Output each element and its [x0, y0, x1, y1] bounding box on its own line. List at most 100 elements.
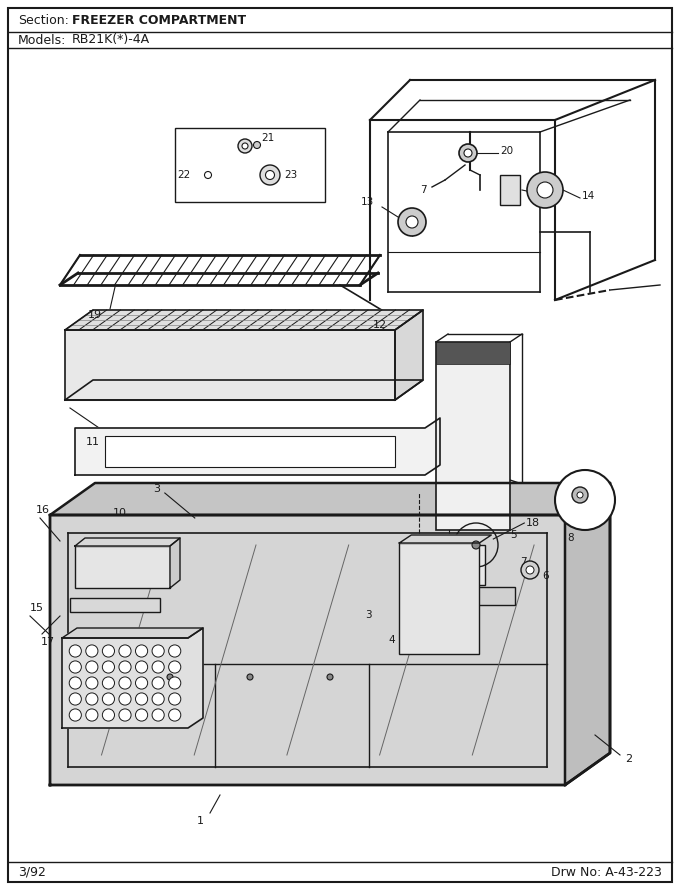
Circle shape [169, 709, 181, 721]
Circle shape [69, 645, 82, 657]
Text: 20: 20 [500, 146, 513, 156]
Text: 18: 18 [526, 518, 541, 528]
Circle shape [472, 541, 480, 549]
Polygon shape [395, 310, 423, 400]
Bar [425, 587, 515, 605]
Circle shape [119, 677, 131, 689]
Circle shape [459, 144, 477, 162]
Text: 10: 10 [113, 508, 127, 518]
Circle shape [86, 709, 98, 721]
Text: 8: 8 [567, 533, 574, 543]
Circle shape [119, 709, 131, 721]
Text: 6: 6 [542, 571, 549, 581]
Circle shape [577, 492, 583, 498]
Polygon shape [170, 538, 180, 588]
Circle shape [527, 172, 563, 208]
Polygon shape [65, 380, 423, 400]
Circle shape [169, 677, 181, 689]
Circle shape [119, 645, 131, 657]
Bar [430, 545, 485, 585]
Circle shape [135, 645, 148, 657]
Text: RB21K(*)-4A: RB21K(*)-4A [72, 34, 150, 46]
Circle shape [69, 661, 82, 673]
Circle shape [260, 165, 280, 185]
Circle shape [152, 661, 165, 673]
Circle shape [555, 470, 615, 530]
Circle shape [238, 139, 252, 153]
Circle shape [521, 561, 539, 579]
Circle shape [152, 693, 165, 705]
Circle shape [135, 677, 148, 689]
Circle shape [86, 645, 98, 657]
Circle shape [135, 709, 148, 721]
Circle shape [572, 487, 588, 503]
Bar [70, 598, 160, 612]
Text: 19: 19 [88, 310, 102, 320]
Circle shape [119, 693, 131, 705]
Circle shape [69, 693, 82, 705]
Bar [436, 342, 510, 530]
Polygon shape [565, 483, 610, 785]
Bar [175, 128, 325, 202]
Text: 2: 2 [625, 754, 632, 764]
Circle shape [169, 693, 181, 705]
Polygon shape [75, 418, 440, 475]
Bar [399, 543, 479, 653]
Circle shape [242, 143, 248, 149]
Polygon shape [65, 330, 395, 400]
Circle shape [103, 693, 114, 705]
Polygon shape [50, 483, 610, 515]
Bar [500, 175, 520, 205]
Circle shape [526, 566, 534, 574]
Circle shape [135, 693, 148, 705]
Text: 5: 5 [510, 530, 517, 540]
Polygon shape [75, 538, 180, 546]
Text: 22: 22 [177, 170, 190, 180]
Text: 3/92: 3/92 [18, 865, 46, 878]
Text: 3: 3 [153, 484, 160, 494]
Text: Section:: Section: [18, 13, 69, 27]
Circle shape [247, 674, 253, 680]
Circle shape [103, 709, 114, 721]
Text: 4: 4 [388, 635, 395, 645]
Bar [105, 436, 395, 467]
Circle shape [86, 677, 98, 689]
Circle shape [86, 661, 98, 673]
Circle shape [406, 216, 418, 228]
Text: 21: 21 [261, 133, 274, 143]
Circle shape [152, 645, 165, 657]
Circle shape [398, 208, 426, 236]
Circle shape [169, 645, 181, 657]
Text: 17: 17 [41, 637, 55, 647]
Circle shape [205, 172, 211, 179]
Circle shape [254, 142, 260, 149]
Text: FREEZER COMPARTMENT: FREEZER COMPARTMENT [72, 13, 246, 27]
Text: Drw No: A-43-223: Drw No: A-43-223 [551, 865, 662, 878]
Circle shape [69, 709, 82, 721]
Polygon shape [62, 628, 203, 638]
Text: 15: 15 [30, 603, 44, 613]
Circle shape [135, 661, 148, 673]
Text: 7: 7 [420, 185, 427, 195]
Circle shape [152, 677, 165, 689]
Text: Models:: Models: [18, 34, 67, 46]
Circle shape [327, 674, 333, 680]
Polygon shape [50, 483, 610, 785]
Bar [75, 546, 170, 588]
Circle shape [103, 677, 114, 689]
Circle shape [152, 709, 165, 721]
Text: 14: 14 [582, 191, 595, 201]
Text: 13: 13 [360, 197, 373, 207]
Circle shape [103, 661, 114, 673]
Polygon shape [399, 535, 491, 543]
Polygon shape [65, 310, 423, 330]
Circle shape [119, 661, 131, 673]
Text: 12: 12 [373, 320, 387, 330]
Text: 9: 9 [587, 507, 594, 517]
Circle shape [265, 171, 275, 180]
Text: 23: 23 [284, 170, 297, 180]
Polygon shape [62, 628, 203, 728]
Text: 3: 3 [365, 610, 372, 620]
Circle shape [167, 674, 173, 680]
Text: 16: 16 [36, 505, 50, 515]
